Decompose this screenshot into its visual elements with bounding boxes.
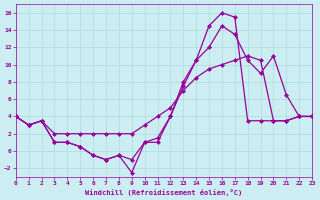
- X-axis label: Windchill (Refroidissement éolien,°C): Windchill (Refroidissement éolien,°C): [85, 189, 243, 196]
